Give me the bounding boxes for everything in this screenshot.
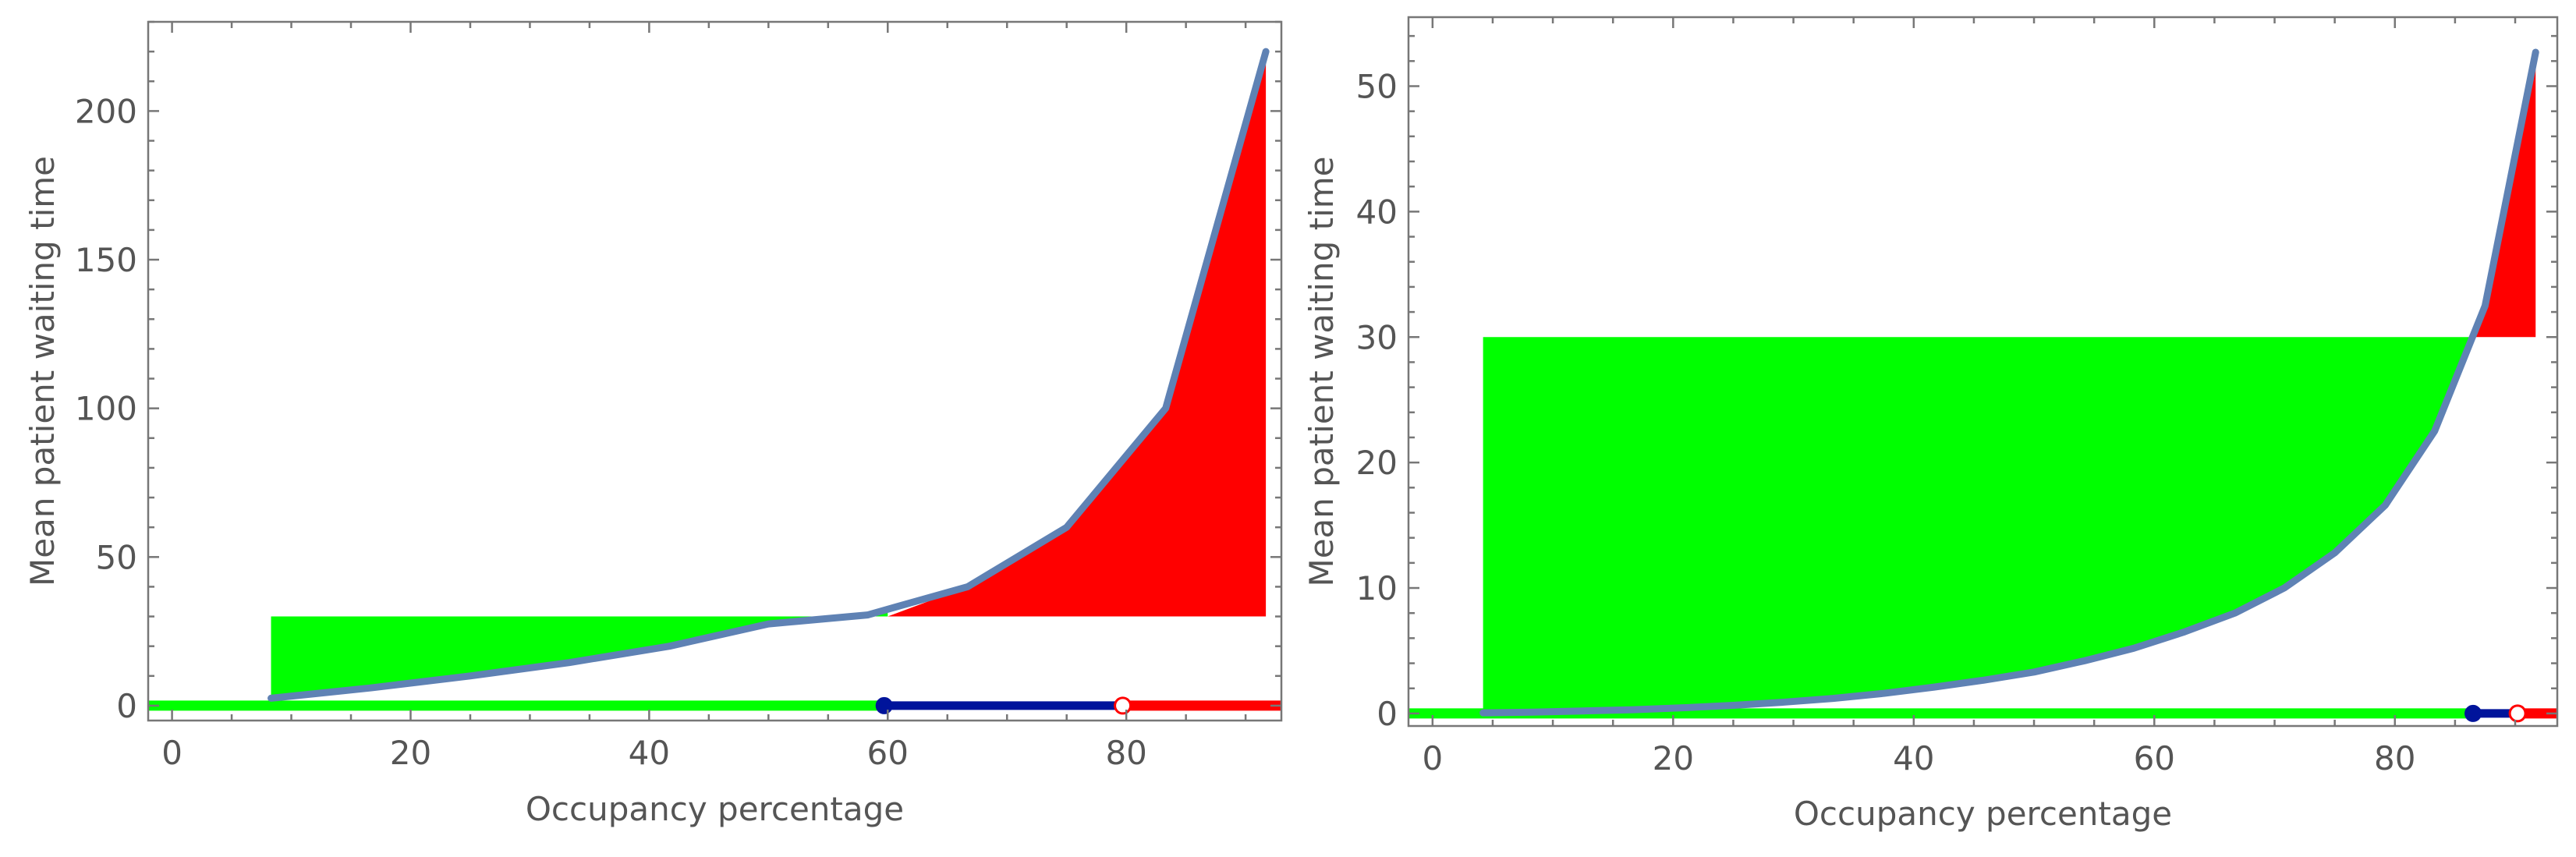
x-axis-label: Occupancy percentage	[526, 790, 904, 828]
y-tick-label: 20	[1356, 444, 1398, 482]
y-tick-label: 200	[75, 92, 137, 130]
plot-frame	[147, 20, 1283, 722]
x-tick-label: 20	[390, 734, 431, 772]
x-tick-label: 0	[161, 734, 182, 772]
y-axis-label: Mean patient waiting time	[23, 156, 62, 586]
waiting-time-curve	[1479, 48, 2539, 717]
x-tick-label: 20	[1653, 739, 1694, 777]
waiting-time-curve	[268, 48, 1270, 702]
chart-right: 0 20 40 60 80 0 10 20 30 40 50 Occupancy percentage…	[1302, 16, 2559, 833]
threshold-dot-filled	[875, 696, 893, 714]
x-tick-label: 80	[1105, 734, 1146, 772]
plot-frame	[1407, 16, 2559, 728]
x-tick-label: 60	[2134, 739, 2175, 777]
chart-left: 0 20 40 60 80 0 50 100 150 200 Occupancy percentag…	[23, 20, 1283, 828]
x-tick-label: 0	[1422, 739, 1443, 777]
y-tick-label: 40	[1356, 193, 1398, 231]
y-tick-label: 50	[1356, 67, 1398, 105]
y-tick-label: 10	[1356, 569, 1398, 607]
y-tick-label: 50	[96, 538, 137, 576]
threshold-dot-filled	[2464, 704, 2482, 722]
y-tick-label: 0	[116, 687, 137, 725]
x-tick-label: 80	[2374, 739, 2415, 777]
threshold-dot-open	[1114, 696, 1132, 715]
x-tick-label: 60	[867, 734, 909, 772]
x-axis-label: Occupancy percentage	[1794, 795, 2172, 833]
y-axis-label: Mean patient waiting time	[1302, 156, 1341, 586]
green-area-below-threshold	[1483, 337, 2470, 714]
y-tick-label: 0	[1377, 695, 1398, 733]
y-tick-label: 30	[1356, 318, 1398, 356]
red-area-above-threshold	[2469, 52, 2536, 338]
y-tick-label: 150	[75, 241, 137, 279]
red-area-above-threshold	[888, 51, 1267, 617]
x-tick-label: 40	[1893, 739, 1934, 777]
y-tick-label: 100	[75, 390, 137, 428]
threshold-dot-open	[2508, 704, 2527, 723]
x-tick-label: 40	[629, 734, 670, 772]
